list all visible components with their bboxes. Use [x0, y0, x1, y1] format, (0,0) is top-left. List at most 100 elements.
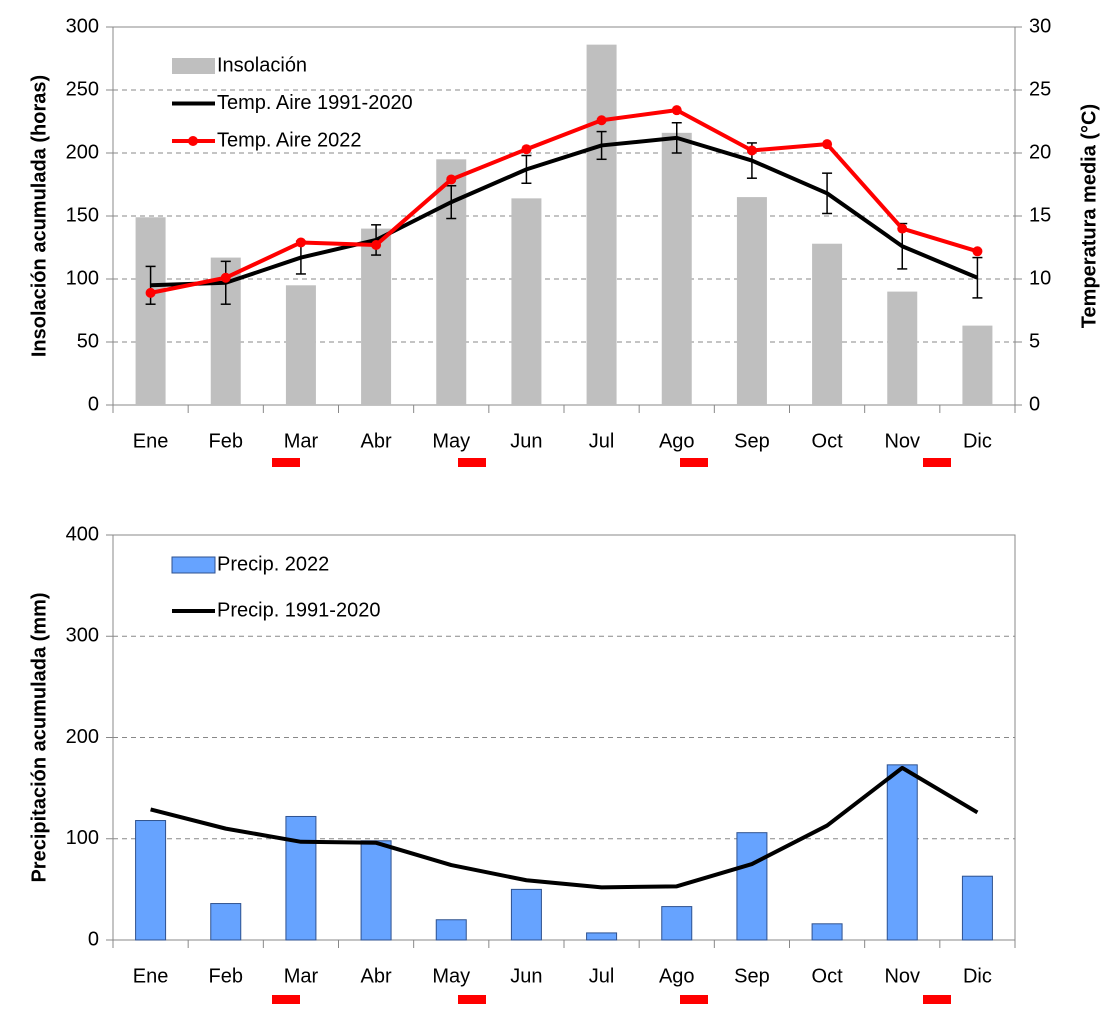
y-tick-label: 400 [66, 523, 99, 545]
error-bar [371, 224, 382, 256]
error-bar [521, 154, 532, 184]
error-bar [822, 172, 833, 215]
bar [661, 906, 693, 941]
legend-swatch [171, 556, 216, 574]
error-bar [446, 185, 457, 220]
y-tick-label: 300 [66, 625, 99, 647]
y2-tick-label: 20 [1029, 141, 1051, 163]
legend-swatch [172, 58, 215, 74]
chart: 0 100 200 300 400 Ene Feb Mar Abr May Jun Jul Ago Sep… [28, 523, 1016, 987]
y-tick-label: 200 [66, 141, 99, 163]
legend-label: Insolación [217, 54, 307, 76]
bar [435, 919, 467, 941]
x-tick-label: May [432, 430, 470, 452]
line-marker [596, 115, 607, 126]
line-marker [145, 287, 156, 298]
x-tick-label: Dic [963, 965, 992, 987]
x-tick-label: Nov [884, 430, 920, 452]
error-bar [220, 260, 231, 305]
x-tick-label: Oct [812, 430, 844, 452]
bar [586, 44, 617, 405]
bar [736, 832, 768, 941]
bar [886, 764, 918, 941]
legend-marker [188, 136, 198, 146]
y-tick-label: 0 [88, 393, 99, 415]
x-tick-label: Ene [133, 965, 169, 987]
bar [661, 132, 692, 405]
season-marker [680, 995, 708, 1004]
season-marker [272, 995, 300, 1004]
x-tick-label: Mar [284, 965, 319, 987]
season-marker [923, 995, 951, 1004]
error-bar [972, 256, 983, 299]
x-tick-label: Ago [659, 430, 695, 452]
y2-tick-label: 30 [1029, 15, 1051, 37]
y-tick-label: 100 [66, 827, 99, 849]
x-tick-label: Abr [361, 430, 392, 452]
line [150, 135, 979, 288]
line-marker [897, 223, 908, 234]
y-axis-title: Insolación acumulada (horas) [28, 75, 50, 357]
line-marker [972, 246, 983, 257]
y-tick-label: 200 [66, 726, 99, 748]
y-tick-label: 50 [77, 330, 99, 352]
bar [511, 198, 542, 405]
legend-label: Temp. Aire 1991-2020 [217, 92, 413, 114]
y-tick-label: 150 [66, 204, 99, 226]
x-tick-label: Oct [812, 965, 844, 987]
legend-label: Temp. Aire 2022 [217, 129, 362, 151]
season-marker [272, 458, 300, 467]
x-tick-label: Abr [361, 965, 392, 987]
bar [586, 932, 618, 941]
x-tick-label: Nov [884, 965, 920, 987]
error-bar [145, 265, 156, 305]
x-tick-label: Ago [659, 965, 695, 987]
bar [135, 217, 166, 405]
line [150, 108, 978, 295]
line-marker [521, 144, 532, 155]
bar [285, 815, 317, 941]
x-tick-label: Feb [209, 430, 243, 452]
error-bar [671, 122, 682, 154]
x-tick-label: Jul [589, 965, 615, 987]
line-marker [671, 105, 682, 116]
y-tick-label: 300 [66, 15, 99, 37]
season-marker [458, 458, 486, 467]
season-marker [923, 458, 951, 467]
y2-tick-label: 15 [1029, 204, 1051, 226]
bar [887, 291, 918, 405]
x-tick-label: Sep [734, 430, 770, 452]
y-tick-label: 250 [66, 78, 99, 100]
season-marker [458, 995, 486, 1004]
y2-tick-label: 25 [1029, 78, 1051, 100]
x-tick-label: Jun [510, 430, 542, 452]
chart: 0 50 100 150 200 250 300 0 5 10 15 20 25 30 Ene Feb Mar A… [28, 15, 1100, 452]
bar [812, 243, 843, 405]
line-marker [822, 139, 833, 150]
y-tick-label: 100 [66, 267, 99, 289]
legend-label: Precip. 2022 [217, 553, 329, 575]
season-marker [680, 458, 708, 467]
bar [361, 228, 392, 405]
line-marker [746, 145, 757, 156]
y2-tick-label: 10 [1029, 267, 1051, 289]
line-marker [371, 239, 382, 250]
bar [961, 875, 993, 941]
bar [210, 903, 242, 941]
x-tick-label: Ene [133, 430, 169, 452]
line-marker [446, 174, 457, 185]
bar [510, 888, 542, 941]
x-tick-label: May [432, 965, 470, 987]
y-axis-title: Precipitación acumulada (mm) [28, 592, 50, 882]
bar [285, 285, 316, 405]
line [150, 765, 979, 890]
x-tick-label: Mar [284, 430, 319, 452]
legend-label: Precip. 1991-2020 [217, 599, 380, 621]
y2-axis-title: Temperatura media (°C) [1078, 104, 1100, 328]
bar [135, 820, 167, 941]
x-tick-label: Jun [510, 965, 542, 987]
y2-tick-label: 5 [1029, 330, 1040, 352]
y2-tick-label: 0 [1029, 393, 1040, 415]
x-tick-label: Sep [734, 965, 770, 987]
